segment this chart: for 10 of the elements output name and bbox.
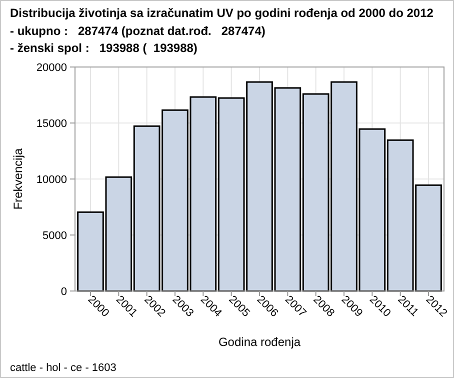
x-axis-title: Godina rođenja bbox=[218, 335, 301, 349]
y-axis-title: Frekvencija bbox=[11, 148, 25, 210]
chart-subtitle: - ukupno : 287474 (poznat dat.rođ. 287474) - ženski spol : 193988 ( 193988) bbox=[10, 24, 266, 55]
chart-title: Distribucija životinja sa izračunatim UV po godini rođenja od 2000 do 2012 bbox=[10, 6, 434, 20]
y-tick-label: 20000 bbox=[36, 62, 67, 74]
text: cattle - hol - ce - 1603 bbox=[10, 362, 116, 374]
y-tick-label: 5000 bbox=[42, 230, 67, 242]
y-tick-label: 10000 bbox=[36, 174, 67, 186]
y-tick-label: 15000 bbox=[36, 118, 67, 130]
y-tick-label: 0 bbox=[60, 286, 67, 298]
